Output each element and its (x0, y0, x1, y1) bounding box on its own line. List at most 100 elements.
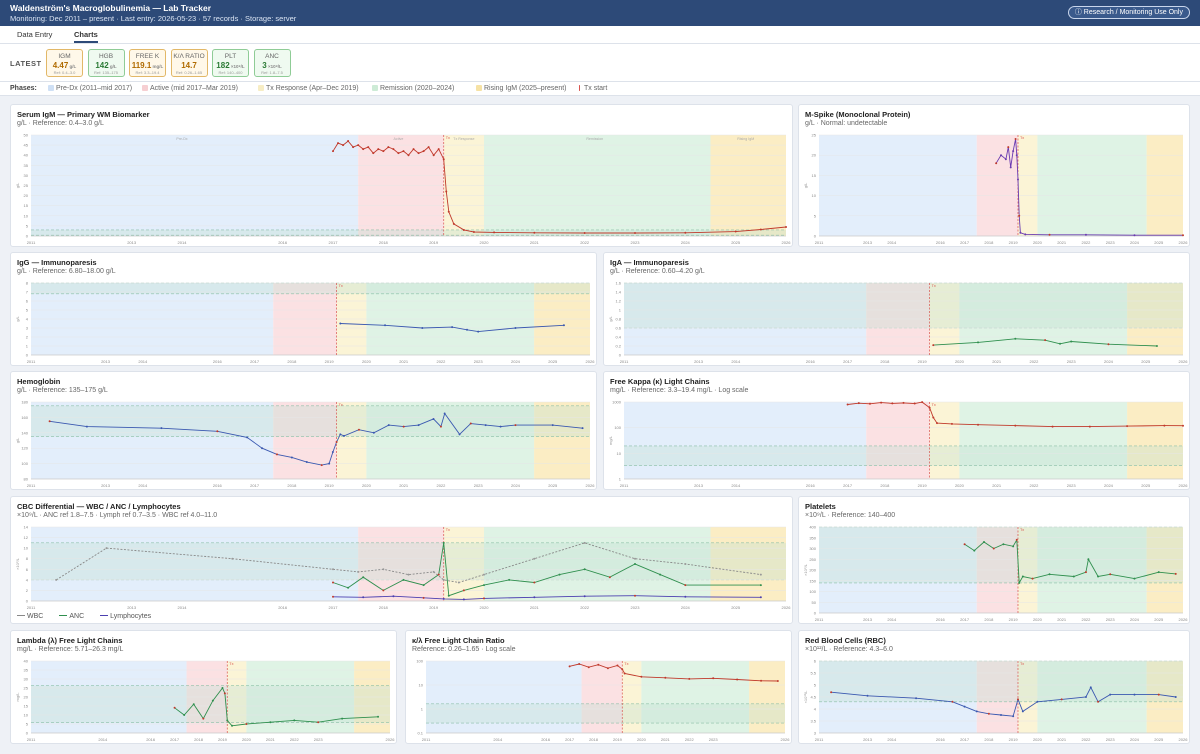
data-point[interactable] (880, 401, 883, 404)
data-point[interactable] (606, 667, 609, 670)
data-point[interactable] (583, 568, 586, 571)
data-point[interactable] (469, 422, 472, 425)
data-point[interactable] (857, 402, 860, 405)
data-point[interactable] (992, 547, 995, 550)
data-point[interactable] (533, 596, 536, 599)
data-point[interactable] (760, 679, 763, 682)
data-point[interactable] (1015, 154, 1018, 157)
data-point[interactable] (1126, 425, 1129, 428)
data-point[interactable] (1014, 337, 1017, 340)
data-point[interactable] (977, 341, 980, 344)
data-point[interactable] (1087, 558, 1090, 561)
data-point[interactable] (362, 576, 365, 579)
data-point[interactable] (1014, 138, 1017, 141)
data-point[interactable] (891, 402, 894, 405)
data-point[interactable] (634, 594, 636, 597)
data-point[interactable] (202, 717, 205, 720)
data-point[interactable] (583, 595, 586, 598)
data-point[interactable] (1048, 233, 1051, 236)
data-point[interactable] (1012, 715, 1015, 718)
data-point[interactable] (407, 573, 410, 576)
data-point[interactable] (551, 424, 554, 427)
data-point[interactable] (231, 557, 234, 560)
data-point[interactable] (1051, 425, 1054, 428)
data-point[interactable] (1048, 573, 1051, 576)
data-point[interactable] (462, 589, 465, 592)
data-point[interactable] (533, 557, 536, 560)
data-point[interactable] (583, 231, 586, 234)
data-point[interactable] (514, 424, 517, 427)
data-point[interactable] (332, 581, 334, 584)
data-point[interactable] (432, 154, 435, 157)
data-point[interactable] (1002, 543, 1005, 546)
data-point[interactable] (1155, 345, 1158, 347)
data-point[interactable] (382, 150, 385, 153)
data-point[interactable] (1019, 231, 1022, 234)
data-point[interactable] (55, 578, 58, 581)
data-point[interactable] (975, 710, 978, 713)
data-point[interactable] (439, 425, 442, 428)
research-use-badge[interactable]: ⓘ Research / Monitoring Use Only (1067, 6, 1190, 19)
data-point[interactable] (347, 140, 350, 143)
data-point[interactable] (221, 687, 224, 689)
data-point[interactable] (1133, 234, 1136, 237)
data-point[interactable] (387, 146, 390, 149)
latest-card-k-ratio[interactable]: K/Λ RATIO 14.7 Ref: 0.26–1.65 (170, 49, 208, 77)
data-point[interactable] (995, 162, 998, 165)
data-point[interactable] (417, 424, 420, 427)
data-point[interactable] (392, 595, 395, 598)
data-point[interactable] (1089, 686, 1092, 689)
data-point[interactable] (1109, 693, 1112, 696)
data-point[interactable] (621, 668, 624, 671)
data-point[interactable] (382, 589, 385, 592)
data-point[interactable] (1157, 693, 1160, 696)
data-point[interactable] (759, 573, 762, 576)
data-point[interactable] (339, 322, 342, 325)
data-point[interactable] (477, 330, 480, 333)
data-point[interactable] (290, 456, 293, 459)
latest-card-anc[interactable]: ANC 3 ×10⁹/L Ref: 1.8–7.5 (253, 49, 291, 77)
data-point[interactable] (335, 441, 338, 444)
data-point[interactable] (1097, 575, 1100, 578)
data-point[interactable] (493, 231, 496, 234)
latest-card-igm[interactable]: IGM 4.47 g/L Ref: 0.4–3.0 (46, 49, 83, 77)
data-point[interactable] (634, 563, 636, 565)
data-point[interactable] (578, 662, 581, 665)
data-point[interactable] (397, 152, 400, 155)
data-point[interactable] (587, 666, 590, 669)
data-point[interactable] (160, 427, 163, 430)
data-point[interactable] (437, 573, 440, 576)
data-point[interactable] (1000, 154, 1002, 157)
data-point[interactable] (1157, 571, 1160, 574)
data-point[interactable] (462, 598, 465, 601)
data-point[interactable] (868, 402, 871, 405)
data-point[interactable] (412, 148, 415, 151)
data-point[interactable] (231, 724, 234, 727)
data-point[interactable] (437, 148, 440, 151)
data-point[interactable] (341, 717, 344, 720)
data-point[interactable] (983, 541, 986, 544)
data-point[interactable] (226, 719, 229, 722)
data-point[interactable] (1072, 575, 1075, 578)
data-point[interactable] (1174, 696, 1177, 698)
data-point[interactable] (462, 228, 465, 231)
data-point[interactable] (422, 150, 425, 153)
data-point[interactable] (442, 541, 445, 544)
data-point[interactable] (357, 428, 360, 431)
data-point[interactable] (533, 581, 536, 584)
data-point[interactable] (866, 694, 869, 697)
data-point[interactable] (634, 557, 636, 560)
data-point[interactable] (275, 453, 278, 456)
data-point[interactable] (483, 597, 485, 600)
data-point[interactable] (442, 597, 445, 600)
data-point[interactable] (245, 723, 248, 725)
data-point[interactable] (1018, 214, 1021, 217)
data-point[interactable] (915, 697, 918, 700)
data-point[interactable] (921, 401, 924, 404)
data-point[interactable] (1007, 146, 1010, 149)
data-point[interactable] (558, 573, 561, 576)
data-point[interactable] (402, 425, 405, 428)
data-point[interactable] (640, 675, 643, 678)
data-point[interactable] (688, 677, 691, 680)
data-point[interactable] (1016, 698, 1019, 701)
